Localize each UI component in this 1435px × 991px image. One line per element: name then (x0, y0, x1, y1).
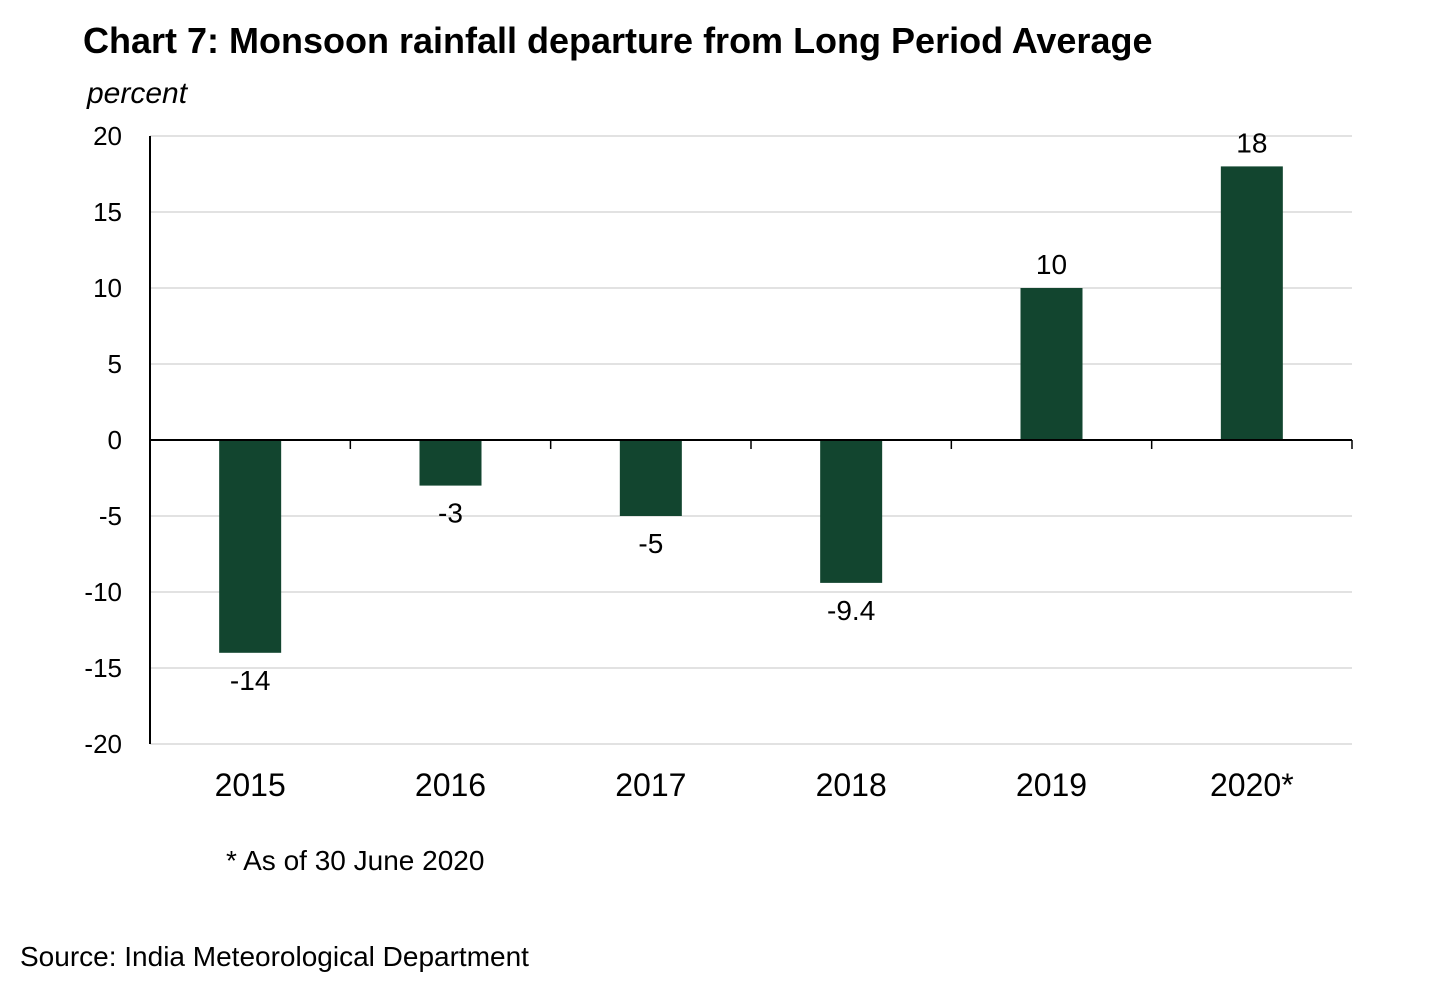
labels: 20151050-5-10-15-20-142015-32016-52017-9… (84, 121, 1293, 803)
data-label: -5 (638, 528, 663, 559)
y-tick-label: -20 (84, 729, 122, 759)
axes (149, 136, 1353, 744)
data-label: 18 (1236, 127, 1267, 158)
y-tick-label: -10 (84, 577, 122, 607)
x-tick-label: 2019 (1016, 767, 1087, 803)
y-tick-label: 20 (93, 121, 122, 151)
y-tick-label: -15 (84, 653, 122, 683)
bar (1220, 166, 1283, 440)
y-tick-label: 0 (108, 425, 122, 455)
y-tick-label: 10 (93, 273, 122, 303)
x-tick-label: 2015 (215, 767, 286, 803)
source-note: Source: India Meteorological Department (20, 941, 529, 972)
footnote: * As of 30 June 2020 (226, 845, 485, 876)
x-tick-label: 2020* (1210, 767, 1294, 803)
y-tick-label: 5 (108, 349, 122, 379)
bar (619, 440, 682, 516)
data-label: -14 (230, 665, 270, 696)
data-label: -3 (438, 498, 463, 529)
bar (1020, 288, 1083, 440)
y-axis-label: percent (86, 77, 189, 110)
bars (219, 166, 1283, 653)
bar (219, 440, 282, 653)
data-label: -9.4 (827, 595, 875, 626)
x-tick-label: 2017 (615, 767, 686, 803)
chart-title: Chart 7: Monsoon rainfall departure from… (83, 20, 1153, 61)
y-tick-label: -5 (99, 501, 122, 531)
bar (820, 440, 883, 583)
data-label: 10 (1036, 249, 1067, 280)
x-tick-label: 2016 (415, 767, 486, 803)
bar (419, 440, 482, 486)
gridlines (150, 135, 1352, 745)
y-tick-label: 15 (93, 197, 122, 227)
x-tick-label: 2018 (816, 767, 887, 803)
